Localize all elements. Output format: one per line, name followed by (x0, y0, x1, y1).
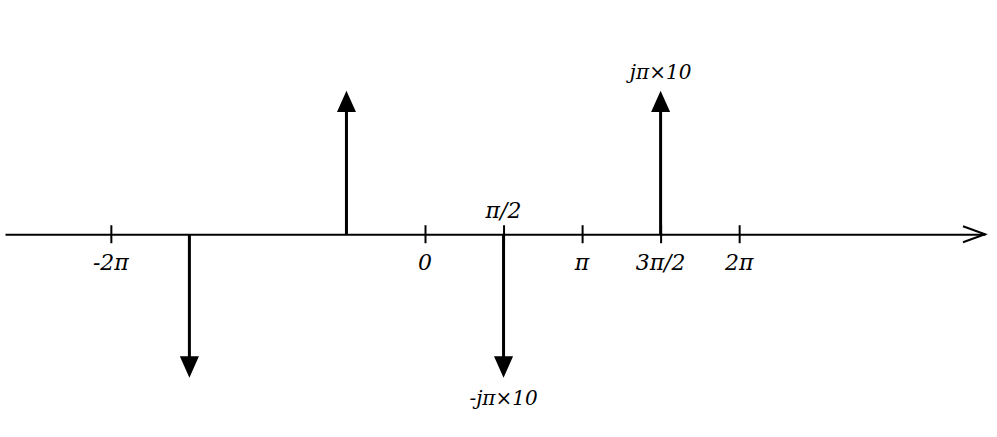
stem-arrow (496, 357, 512, 375)
tick-mark (582, 225, 584, 243)
stem (659, 103, 662, 234)
stem-arrow (653, 93, 669, 111)
tick (111, 225, 112, 243)
tick-mark (739, 225, 741, 243)
tick (582, 225, 583, 243)
tick-mark (425, 225, 427, 243)
chart: -2π 0 π/2 π 3π/2 2π jπ×10 -jπ×10 (0, 0, 997, 437)
stem (188, 234, 191, 365)
stem-arrow (338, 93, 354, 111)
tick-label: 3π/2 (636, 250, 686, 275)
tick-label: π/2 (485, 198, 522, 223)
x-axis (6, 225, 986, 243)
stems (181, 93, 668, 375)
annotation: -jπ×10 (469, 386, 538, 410)
tick (425, 225, 426, 243)
tick-label: -2π (93, 250, 129, 275)
tick (739, 225, 740, 243)
axis-arrow (963, 226, 985, 242)
tick-mark (110, 225, 112, 243)
stem (345, 103, 348, 234)
tick-label: 0 (418, 250, 432, 275)
annotation: jπ×10 (626, 60, 692, 84)
stem-arrow (181, 357, 197, 375)
tick-label: 2π (724, 250, 754, 275)
axis-line (6, 234, 986, 236)
stem (502, 234, 505, 365)
tick-label: π (574, 250, 590, 275)
